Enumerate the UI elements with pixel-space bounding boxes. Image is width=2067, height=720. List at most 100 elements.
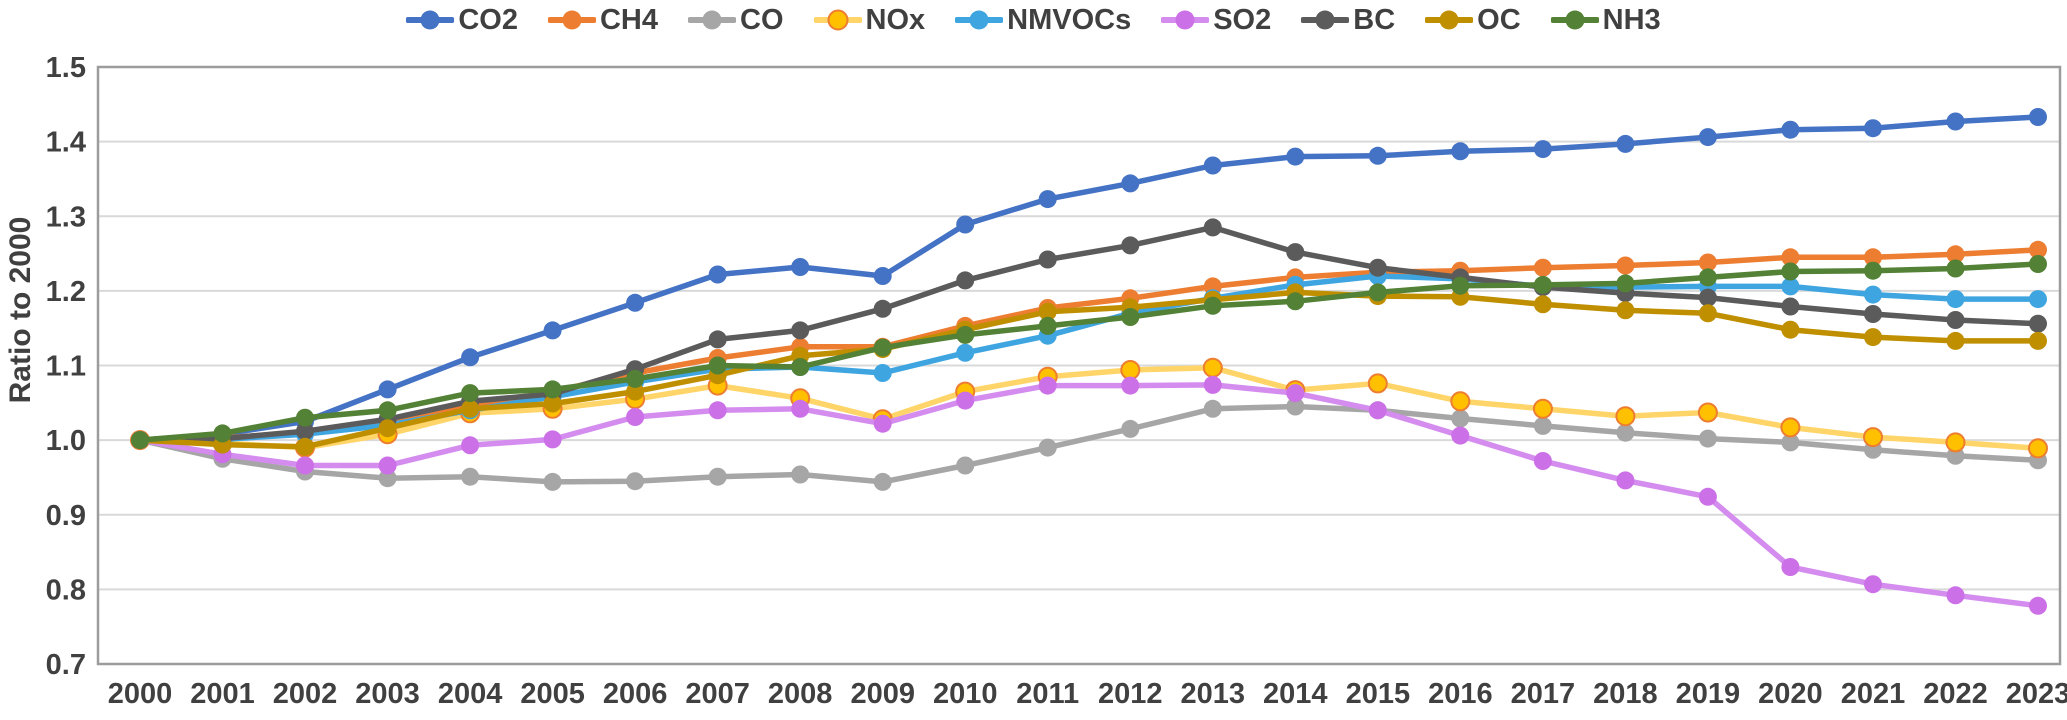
legend-label: NOx [865, 3, 926, 36]
data-point [1697, 402, 1718, 423]
series-line [137, 364, 2041, 452]
data-point [626, 369, 645, 388]
data-point [791, 465, 810, 484]
data-point [1203, 399, 1222, 418]
data-point [873, 338, 892, 357]
data-point [1864, 261, 1882, 280]
data-point [791, 258, 810, 276]
data-point [1781, 120, 1800, 139]
data-point [1533, 258, 1552, 277]
legend-label: BC [1353, 3, 1396, 36]
data-point [378, 456, 397, 475]
data-point [1533, 275, 1552, 294]
legend-item-CH4: CH4 [547, 3, 658, 36]
data-point [1038, 376, 1057, 395]
data-point [1946, 290, 1965, 309]
data-point [626, 382, 645, 401]
data-point [378, 380, 397, 399]
data-point [1203, 296, 1222, 315]
data-point [1121, 236, 1140, 255]
data-point [956, 343, 975, 362]
data-point [461, 436, 480, 455]
x-tick-label: 2023 [2006, 678, 2067, 710]
data-point [1038, 316, 1057, 335]
data-point [1120, 360, 1141, 380]
data-point [1864, 575, 1882, 594]
data-point [1698, 429, 1717, 448]
data-point [626, 408, 645, 426]
data-point [2029, 596, 2047, 615]
series-CO [131, 397, 2047, 491]
data-point [2029, 331, 2047, 350]
legend-label: OC [1477, 3, 1521, 36]
legend-item-CO2: CO2 [406, 5, 518, 35]
y-tick-label: 0.8 [46, 574, 86, 606]
chart-legend: CO2 CH4 CO NOx NMVOCs SO2 BC OC NH3 [0, 2, 2067, 38]
data-point [1698, 268, 1717, 287]
data-point [2029, 314, 2047, 333]
data-point [956, 391, 975, 410]
data-point [2028, 438, 2048, 459]
data-point [1698, 304, 1717, 323]
data-point [626, 293, 645, 312]
data-point [131, 431, 149, 450]
data-point [1616, 423, 1635, 442]
y-tick-label: 0.7 [46, 649, 86, 681]
data-point [1121, 308, 1140, 326]
y-tick-label: 0.9 [46, 500, 86, 532]
data-point [1615, 406, 1636, 427]
data-point [791, 399, 810, 418]
data-point [1864, 305, 1882, 323]
series-line [137, 224, 2041, 443]
data-point [1616, 256, 1635, 275]
data-point [1946, 311, 1965, 329]
data-point [873, 299, 892, 318]
data-point [873, 267, 892, 285]
data-point [1286, 384, 1305, 403]
data-point [1781, 248, 1800, 267]
series-NH3 [131, 255, 2047, 450]
legend-label: CH4 [599, 3, 658, 36]
data-point [1451, 426, 1470, 445]
data-point [1864, 119, 1882, 138]
data-point [1533, 416, 1552, 435]
data-point [461, 467, 480, 486]
data-point [296, 437, 314, 456]
legend-marker-OC [1425, 10, 1474, 30]
data-point [956, 271, 975, 290]
legend-marker-NH3 [1550, 10, 1599, 30]
legend-item-CO: CO [688, 5, 784, 35]
data-point [543, 321, 562, 340]
data-point [1946, 586, 1965, 605]
legend-item-NMVOCs: NMVOCs [955, 5, 1131, 35]
data-point [1863, 427, 1883, 448]
data-point [1946, 245, 1965, 264]
data-point [1368, 146, 1387, 165]
data-point [1368, 401, 1387, 420]
data-point [1533, 452, 1552, 470]
data-point [1038, 190, 1057, 209]
x-tick-label: 2004 [438, 678, 503, 710]
data-point [2029, 290, 2047, 309]
data-point [2029, 240, 2047, 259]
legend-marker-BC [1301, 10, 1350, 30]
data-point [1864, 328, 1882, 347]
data-point [378, 469, 397, 488]
x-tick-label: 2008 [768, 678, 833, 710]
data-point [1203, 375, 1222, 394]
data-point [543, 380, 562, 399]
x-axis-ticks: 2000 2001 2002 2003 2004 2005 2006 2007 2008 2009… [108, 678, 2067, 710]
data-point [708, 330, 727, 349]
data-point [1780, 417, 1801, 438]
y-axis-title: Ratio to 2000 [4, 217, 37, 404]
series-line [137, 261, 2041, 443]
data-point [1368, 283, 1387, 302]
legend-marker-CO [688, 10, 736, 30]
data-point [1698, 128, 1717, 147]
data-point [296, 456, 314, 475]
data-point [1781, 433, 1800, 452]
data-point [2029, 108, 2047, 126]
legend-marker-NMVOCs [955, 10, 1004, 30]
data-point [1367, 373, 1388, 394]
data-point [708, 401, 727, 420]
